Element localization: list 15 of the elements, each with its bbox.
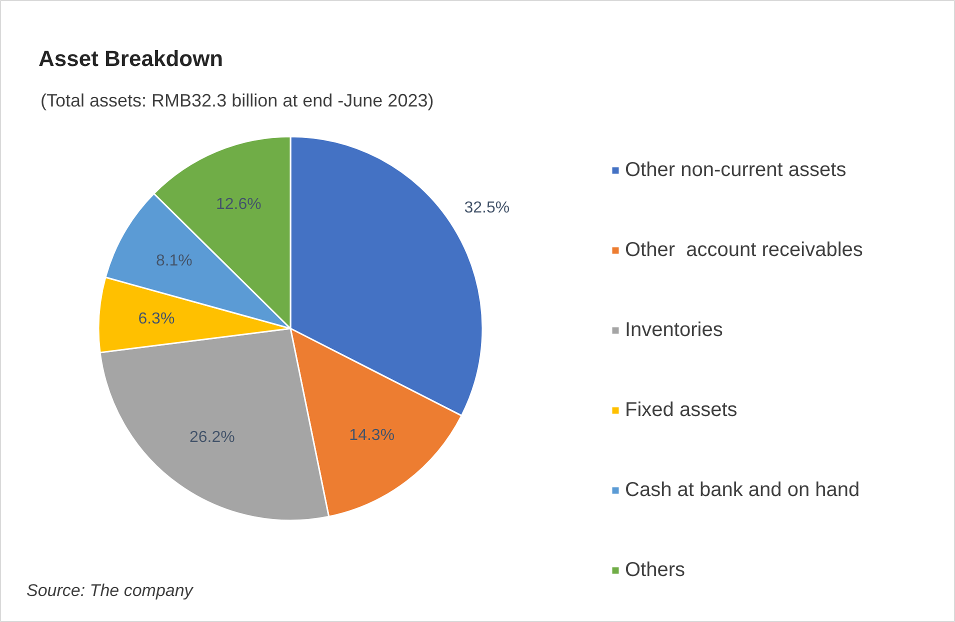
legend-label: Cash at bank and on hand xyxy=(625,478,860,502)
data-label: 8.1% xyxy=(156,252,192,270)
legend-label: Others xyxy=(625,558,686,582)
data-label: 32.5% xyxy=(464,200,510,217)
chart-title: Asset Breakdown xyxy=(38,46,224,71)
legend-label: Fixed assets xyxy=(625,398,738,422)
data-label: 14.3% xyxy=(349,426,395,444)
data-label: 26.2% xyxy=(190,429,235,446)
data-label: 12.6% xyxy=(216,196,262,213)
chart-subtitle: (Total assets: RMB32.3 billion at end -June 2023) xyxy=(40,90,434,110)
legend-label: Other account receivables xyxy=(625,238,863,262)
source-note: Source: The company xyxy=(26,581,194,600)
data-label: 6.3% xyxy=(138,310,175,328)
legend-label: Inventories xyxy=(625,318,723,342)
legend-label: Other non-current assets xyxy=(625,158,846,182)
